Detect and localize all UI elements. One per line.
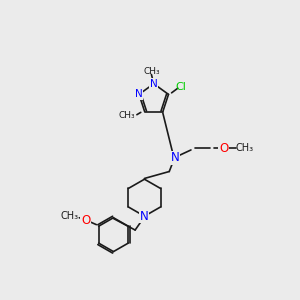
Text: CH₃: CH₃	[143, 67, 160, 76]
Text: CH₃: CH₃	[118, 111, 135, 120]
Text: O: O	[81, 214, 90, 226]
Text: N: N	[150, 79, 158, 89]
Text: N: N	[135, 89, 143, 99]
Text: Cl: Cl	[176, 82, 186, 92]
Text: O: O	[219, 142, 228, 155]
Text: CH₃: CH₃	[60, 211, 78, 221]
Text: N: N	[140, 210, 149, 223]
Text: CH₃: CH₃	[236, 143, 253, 153]
Text: N: N	[171, 151, 180, 164]
